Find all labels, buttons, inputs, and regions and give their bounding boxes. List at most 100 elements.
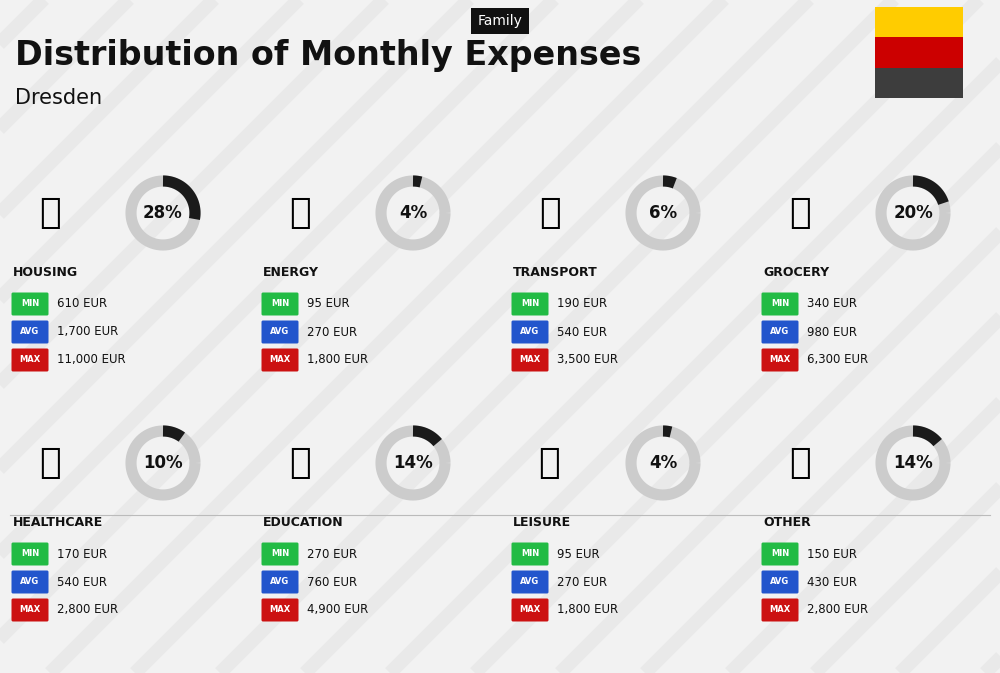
FancyBboxPatch shape	[875, 37, 963, 67]
Text: HEALTHCARE: HEALTHCARE	[13, 516, 103, 529]
Text: MIN: MIN	[271, 299, 289, 308]
FancyBboxPatch shape	[762, 320, 798, 343]
Text: AVG: AVG	[520, 577, 540, 586]
Text: AVG: AVG	[270, 577, 290, 586]
Text: MAX: MAX	[19, 355, 41, 365]
Text: MIN: MIN	[271, 549, 289, 559]
Text: 170 EUR: 170 EUR	[57, 548, 107, 561]
Text: 95 EUR: 95 EUR	[307, 297, 350, 310]
FancyBboxPatch shape	[875, 67, 963, 98]
Text: 🏥: 🏥	[39, 446, 61, 480]
Text: 🛍️: 🛍️	[539, 446, 561, 480]
Text: MAX: MAX	[769, 606, 791, 614]
FancyBboxPatch shape	[512, 349, 548, 371]
Text: EDUCATION: EDUCATION	[263, 516, 344, 529]
FancyBboxPatch shape	[262, 598, 298, 621]
Text: MIN: MIN	[21, 299, 39, 308]
Text: 20%: 20%	[893, 204, 933, 222]
Text: AVG: AVG	[20, 577, 40, 586]
Text: AVG: AVG	[20, 328, 40, 336]
Text: LEISURE: LEISURE	[513, 516, 571, 529]
FancyBboxPatch shape	[512, 571, 548, 594]
Text: 1,800 EUR: 1,800 EUR	[307, 353, 368, 367]
Text: 14%: 14%	[393, 454, 433, 472]
Text: OTHER: OTHER	[763, 516, 811, 529]
FancyBboxPatch shape	[512, 542, 548, 565]
Text: 190 EUR: 190 EUR	[557, 297, 607, 310]
Text: 270 EUR: 270 EUR	[557, 575, 607, 588]
FancyBboxPatch shape	[12, 293, 48, 316]
Text: 610 EUR: 610 EUR	[57, 297, 107, 310]
FancyBboxPatch shape	[12, 349, 48, 371]
FancyBboxPatch shape	[262, 293, 298, 316]
Text: 980 EUR: 980 EUR	[807, 326, 857, 339]
Text: 1,800 EUR: 1,800 EUR	[557, 604, 618, 616]
Text: MIN: MIN	[771, 299, 789, 308]
Text: Dresden: Dresden	[15, 88, 102, 108]
Text: 4,900 EUR: 4,900 EUR	[307, 604, 368, 616]
Text: Distribution of Monthly Expenses: Distribution of Monthly Expenses	[15, 38, 641, 71]
Text: MAX: MAX	[269, 606, 291, 614]
Text: 4%: 4%	[649, 454, 677, 472]
Text: 430 EUR: 430 EUR	[807, 575, 857, 588]
Text: MAX: MAX	[519, 606, 541, 614]
Text: 10%: 10%	[143, 454, 183, 472]
FancyBboxPatch shape	[262, 320, 298, 343]
Text: 270 EUR: 270 EUR	[307, 548, 357, 561]
Text: 14%: 14%	[893, 454, 933, 472]
Text: 2,800 EUR: 2,800 EUR	[57, 604, 118, 616]
FancyBboxPatch shape	[762, 598, 798, 621]
Text: 3,500 EUR: 3,500 EUR	[557, 353, 618, 367]
Text: MAX: MAX	[769, 355, 791, 365]
Text: 🏢: 🏢	[39, 196, 61, 230]
Text: 340 EUR: 340 EUR	[807, 297, 857, 310]
Text: 🚌: 🚌	[539, 196, 561, 230]
FancyBboxPatch shape	[12, 598, 48, 621]
Text: 🧺: 🧺	[789, 196, 811, 230]
Text: 540 EUR: 540 EUR	[57, 575, 107, 588]
FancyBboxPatch shape	[12, 320, 48, 343]
Text: 🔌: 🔌	[289, 196, 311, 230]
FancyBboxPatch shape	[762, 571, 798, 594]
Text: 📚: 📚	[289, 446, 311, 480]
FancyBboxPatch shape	[875, 7, 963, 37]
Text: 540 EUR: 540 EUR	[557, 326, 607, 339]
Text: 6%: 6%	[649, 204, 677, 222]
Text: ENERGY: ENERGY	[263, 266, 319, 279]
FancyBboxPatch shape	[512, 320, 548, 343]
Text: AVG: AVG	[520, 328, 540, 336]
Text: 1,700 EUR: 1,700 EUR	[57, 326, 118, 339]
Text: 💰: 💰	[789, 446, 811, 480]
Text: 6,300 EUR: 6,300 EUR	[807, 353, 868, 367]
Text: Family: Family	[478, 14, 522, 28]
Text: 11,000 EUR: 11,000 EUR	[57, 353, 126, 367]
Text: 28%: 28%	[143, 204, 183, 222]
Text: MIN: MIN	[771, 549, 789, 559]
FancyBboxPatch shape	[12, 542, 48, 565]
Text: 95 EUR: 95 EUR	[557, 548, 600, 561]
FancyBboxPatch shape	[262, 349, 298, 371]
Text: TRANSPORT: TRANSPORT	[513, 266, 598, 279]
FancyBboxPatch shape	[762, 542, 798, 565]
Text: 4%: 4%	[399, 204, 427, 222]
Text: 760 EUR: 760 EUR	[307, 575, 357, 588]
Text: AVG: AVG	[270, 328, 290, 336]
FancyBboxPatch shape	[762, 349, 798, 371]
FancyBboxPatch shape	[12, 571, 48, 594]
FancyBboxPatch shape	[262, 542, 298, 565]
Text: MIN: MIN	[521, 549, 539, 559]
Text: MAX: MAX	[19, 606, 41, 614]
Text: GROCERY: GROCERY	[763, 266, 829, 279]
Text: HOUSING: HOUSING	[13, 266, 78, 279]
Text: 270 EUR: 270 EUR	[307, 326, 357, 339]
Text: MIN: MIN	[21, 549, 39, 559]
Text: AVG: AVG	[770, 328, 790, 336]
FancyBboxPatch shape	[512, 293, 548, 316]
Text: MAX: MAX	[269, 355, 291, 365]
Text: MIN: MIN	[521, 299, 539, 308]
FancyBboxPatch shape	[262, 571, 298, 594]
FancyBboxPatch shape	[762, 293, 798, 316]
FancyBboxPatch shape	[512, 598, 548, 621]
Text: 2,800 EUR: 2,800 EUR	[807, 604, 868, 616]
Text: 150 EUR: 150 EUR	[807, 548, 857, 561]
